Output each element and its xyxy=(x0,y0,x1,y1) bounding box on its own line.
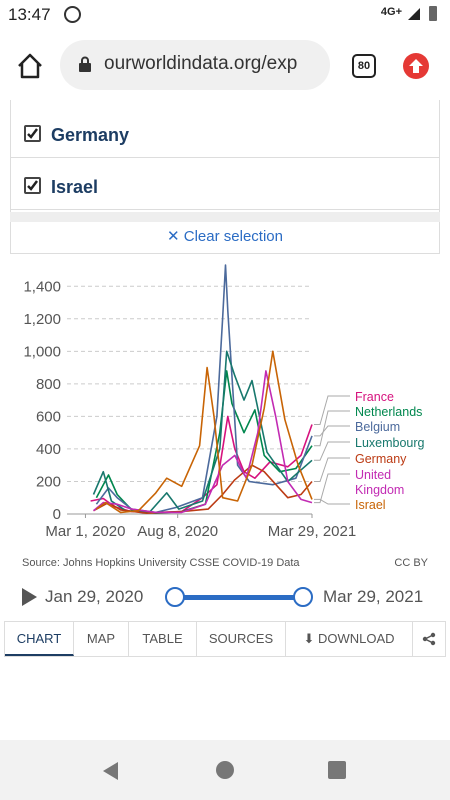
timeline-start-handle[interactable] xyxy=(165,587,185,607)
play-icon[interactable] xyxy=(22,588,37,606)
y-tick-label: 1,200 xyxy=(23,311,61,328)
timeline-control: Jan 29, 2020 Mar 29, 2021 xyxy=(0,580,450,616)
legend-label: Israel xyxy=(355,498,386,512)
legend-connector xyxy=(314,425,350,437)
list-item[interactable]: Germany xyxy=(11,106,439,158)
timeline-range-track[interactable] xyxy=(175,595,303,600)
lock-icon xyxy=(79,56,91,72)
series-line xyxy=(95,264,313,514)
tab-switcher-button[interactable]: 80 xyxy=(352,54,376,78)
legend-label: France xyxy=(355,390,394,404)
legend-connector xyxy=(314,498,350,505)
x-tick-label: Mar 29, 2021 xyxy=(268,523,356,540)
system-nav-bar xyxy=(0,740,450,800)
legend-connector xyxy=(314,441,350,461)
address-bar[interactable]: ourworldindata.org/exp xyxy=(60,40,330,90)
share-button[interactable] xyxy=(413,622,445,656)
share-icon xyxy=(422,632,436,646)
tab-chart[interactable]: CHART xyxy=(5,622,74,656)
list-scroll-fade xyxy=(10,212,440,222)
country-label: Israel xyxy=(51,177,99,197)
y-tick-label: 200 xyxy=(36,473,61,490)
y-tick-label: 0 xyxy=(53,506,61,523)
close-icon: ✕ xyxy=(167,228,180,245)
checkbox-checked-icon[interactable] xyxy=(24,177,41,194)
timeline-end-handle[interactable] xyxy=(293,587,313,607)
y-tick-label: 600 xyxy=(36,408,61,425)
country-label: Germany xyxy=(51,125,130,145)
upload-icon[interactable] xyxy=(403,53,429,79)
line-chart: 0 200 400 600 800 1,000 1,200 1,400 Mar 1, 2020 A… xyxy=(23,264,425,540)
series-line xyxy=(95,350,313,514)
legend-connector xyxy=(314,457,350,482)
y-tick-label: 1,000 xyxy=(23,343,61,360)
network-type: 4G+ xyxy=(380,6,402,18)
chart-tabs: CHART MAP TABLE SOURCES ⬇ DOWNLOAD xyxy=(4,621,446,657)
legend-connector xyxy=(314,473,350,504)
page-content: Germany Israel ✕ Clear selection 0 200 400… xyxy=(0,100,450,740)
legend-label: United xyxy=(355,468,391,482)
back-icon[interactable] xyxy=(103,762,118,780)
x-tick-label: Mar 1, 2020 xyxy=(45,523,125,540)
url-text: ourworldindata.org/exp xyxy=(104,53,298,74)
browser-toolbar: ourworldindata.org/exp 80 xyxy=(0,30,450,100)
tab-map[interactable]: MAP xyxy=(74,622,129,656)
list-item[interactable]: Israel xyxy=(11,158,439,210)
legend-connector xyxy=(314,395,350,425)
tab-download-label: DOWNLOAD xyxy=(317,631,395,646)
clear-selection-label: Clear selection xyxy=(183,228,283,245)
home-circle-icon[interactable] xyxy=(216,761,234,779)
legend-label: Germany xyxy=(355,452,407,466)
chart-license: CC BY xyxy=(394,557,428,569)
legend-label: Kingdom xyxy=(355,483,404,497)
download-icon: ⬇ xyxy=(303,631,315,646)
tab-download[interactable]: ⬇ DOWNLOAD xyxy=(286,622,413,656)
signal-icon xyxy=(408,8,420,20)
chart-source: Source: Johns Hopkins University CSSE CO… xyxy=(22,557,300,569)
recent-apps-icon[interactable] xyxy=(328,761,346,779)
series-line xyxy=(93,464,313,514)
checkbox-checked-icon[interactable] xyxy=(24,125,41,142)
timeline-start-date: Jan 29, 2020 xyxy=(45,587,144,606)
home-icon[interactable] xyxy=(16,52,44,80)
legend-label: Netherlands xyxy=(355,405,422,419)
legend-connector xyxy=(314,410,350,447)
country-selection-list: Germany Israel xyxy=(10,100,440,212)
y-tick-label: 1,400 xyxy=(23,278,61,295)
timeline-end-date: Mar 29, 2021 xyxy=(323,587,424,606)
series-line xyxy=(92,370,313,514)
tab-sources[interactable]: SOURCES xyxy=(197,622,286,656)
whatsapp-icon xyxy=(64,6,81,23)
status-bar: 13:47 4G+ xyxy=(0,0,450,30)
legend-label: Belgium xyxy=(355,420,400,434)
y-tick-label: 400 xyxy=(36,441,61,458)
tab-table[interactable]: TABLE xyxy=(129,622,197,656)
y-tick-label: 800 xyxy=(36,376,61,393)
x-tick-label: Aug 8, 2020 xyxy=(137,523,218,540)
clear-selection-button[interactable]: ✕ Clear selection xyxy=(10,222,440,254)
status-time: 13:47 xyxy=(8,5,51,24)
legend-label: Luxembourg xyxy=(355,436,425,450)
battery-icon xyxy=(429,6,437,21)
